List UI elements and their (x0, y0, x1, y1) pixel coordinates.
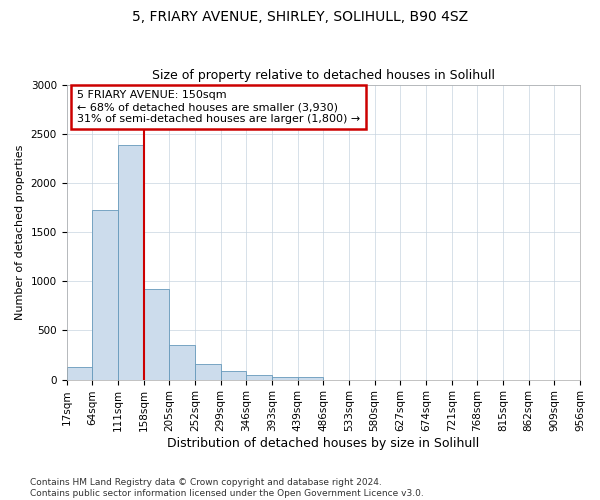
X-axis label: Distribution of detached houses by size in Solihull: Distribution of detached houses by size … (167, 437, 479, 450)
Bar (169, 345, 195, 380)
Bar (92, 210, 118, 380)
Title: Size of property relative to detached houses in Solihull: Size of property relative to detached ho… (152, 69, 495, 82)
Bar (298, 376, 323, 380)
Bar (67, 367, 92, 380)
Bar (221, 371, 246, 380)
Text: Contains HM Land Registry data © Crown copyright and database right 2024.
Contai: Contains HM Land Registry data © Crown c… (30, 478, 424, 498)
Bar (246, 375, 272, 380)
Bar (272, 376, 298, 380)
Y-axis label: Number of detached properties: Number of detached properties (15, 144, 25, 320)
Bar (118, 144, 143, 380)
Bar (143, 289, 169, 380)
Text: 5, FRIARY AVENUE, SHIRLEY, SOLIHULL, B90 4SZ: 5, FRIARY AVENUE, SHIRLEY, SOLIHULL, B90… (132, 10, 468, 24)
Text: 5 FRIARY AVENUE: 150sqm
← 68% of detached houses are smaller (3,930)
31% of semi: 5 FRIARY AVENUE: 150sqm ← 68% of detache… (77, 90, 360, 124)
Bar (195, 364, 221, 380)
